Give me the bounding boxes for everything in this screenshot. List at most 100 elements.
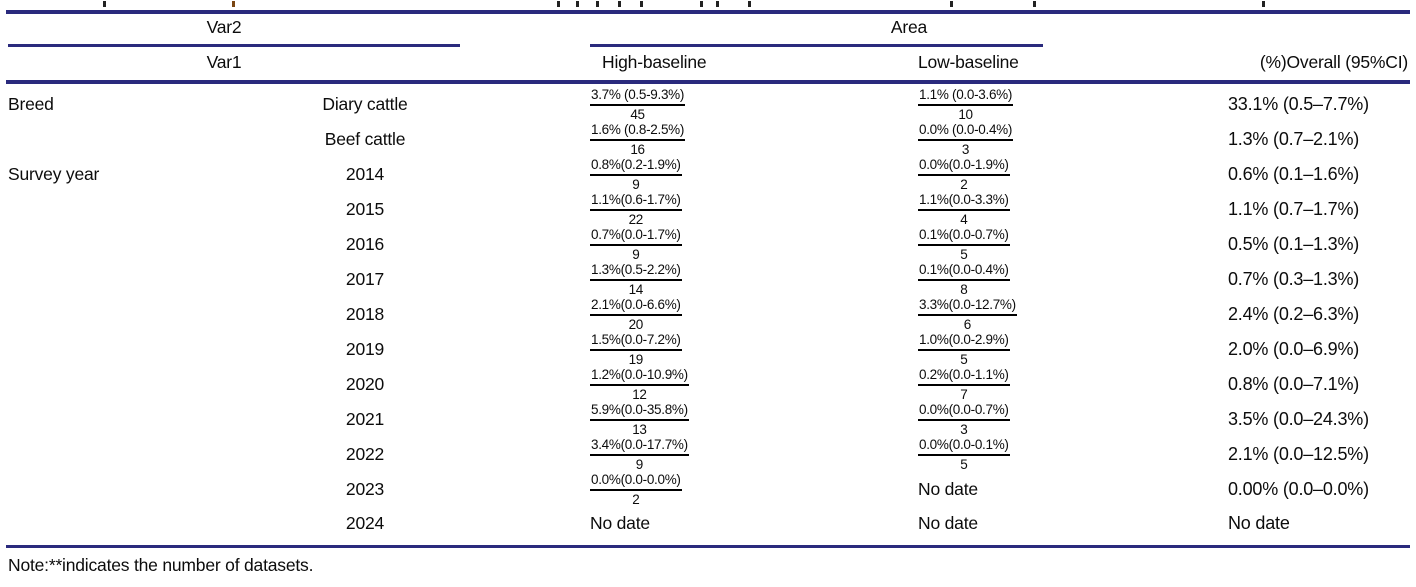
high-baseline-cell: 0.8%(0.2-1.9%) 9	[590, 156, 918, 192]
prevalence-fraction: 1.5%(0.0-7.2%) 19	[590, 332, 682, 367]
table-row: 2021 5.9%(0.0-35.8%) 13 0.0%(0.0-0.7%) 3 3.5%…	[8, 401, 1408, 437]
low-baseline-cell: 0.1%(0.0-0.7%) 5	[918, 226, 1228, 262]
high-baseline-cell: 0.0%(0.0-0.0%) 2	[590, 471, 918, 507]
fraction-numerator: 0.7%(0.0-1.7%)	[590, 227, 682, 246]
fraction-denominator: 9	[635, 456, 644, 472]
high-baseline-cell: 1.6% (0.8-2.5%) 16	[590, 121, 918, 157]
caption-glyph-mark	[748, 1, 751, 7]
low-baseline-cell: 0.2%(0.0-1.1%) 7	[918, 366, 1228, 402]
high-baseline-cell: 1.5%(0.0-7.2%) 19	[590, 331, 918, 367]
row-sub-label: 2019	[345, 338, 385, 359]
caption-glyph-mark	[232, 1, 235, 7]
row-sub-label: 2016	[345, 233, 385, 254]
fraction-numerator: 1.3%(0.5-2.2%)	[590, 262, 682, 281]
caption-glyph-mark	[1033, 1, 1036, 7]
area-group-underline	[590, 44, 1043, 47]
low-baseline-cell: No date	[918, 479, 1228, 500]
fraction-numerator: 3.3%(0.0-12.7%)	[918, 297, 1017, 316]
fraction-denominator: 4	[960, 211, 968, 227]
column-group-header-area: Area	[890, 17, 928, 37]
fraction-numerator: 3.4%(0.0-17.7%)	[590, 437, 689, 456]
fraction-numerator: 1.1% (0.0-3.6%)	[918, 87, 1014, 106]
fraction-numerator: 0.2%(0.0-1.1%)	[918, 367, 1010, 386]
table-row: 2020 1.2%(0.0-10.9%) 12 0.2%(0.0-1.1%) 7 0.8%…	[8, 366, 1408, 402]
row-sub-label: 2020	[345, 373, 385, 394]
fraction-numerator: 0.1%(0.0-0.7%)	[918, 227, 1010, 246]
table-row: 2019 1.5%(0.0-7.2%) 19 1.0%(0.0-2.9%) 5 2.0% …	[8, 331, 1408, 367]
caption-glyph-mark	[576, 1, 579, 7]
header-bottom-rule	[6, 80, 1410, 84]
prevalence-fraction: 0.0%(0.0-1.9%) 2	[918, 157, 1010, 192]
table-row: 2022 3.4%(0.0-17.7%) 9 0.0%(0.0-0.1%) 5 2.1% …	[8, 436, 1408, 472]
overall-cell: 0.00% (0.0–0.0%)	[1228, 478, 1369, 499]
prevalence-fraction: 0.1%(0.0-0.4%) 8	[918, 262, 1010, 297]
high-baseline-cell: 5.9%(0.0-35.8%) 13	[590, 401, 918, 437]
clipped-caption-fragment	[0, 0, 1416, 9]
fraction-denominator: 9	[632, 246, 640, 262]
overall-cell: 0.8% (0.0–7.1%)	[1228, 373, 1360, 394]
fraction-numerator: 5.9%(0.0-35.8%)	[590, 402, 689, 421]
fraction-numerator: 0.0%(0.0-0.7%)	[918, 402, 1010, 421]
fraction-numerator: 0.0%(0.0-0.0%)	[590, 472, 682, 491]
caption-glyph-mark	[103, 1, 106, 7]
prevalence-fraction: 3.7% (0.5-9.3%) 45	[590, 87, 686, 122]
table-body: Breed Diary cattle 3.7% (0.5-9.3%) 45 1.1% (…	[8, 86, 1408, 541]
high-baseline-cell: 2.1%(0.0-6.6%) 20	[590, 296, 918, 332]
row-sub-label: 2014	[345, 163, 385, 184]
caption-glyph-mark	[716, 1, 719, 7]
prevalence-fraction: 0.7%(0.0-1.7%) 9	[590, 227, 682, 262]
high-baseline-cell: 0.7%(0.0-1.7%) 9	[590, 226, 918, 262]
fraction-denominator: 8	[960, 281, 968, 297]
high-baseline-cell: 1.2%(0.0-10.9%) 12	[590, 366, 918, 402]
row-group-label: Breed	[8, 93, 54, 114]
prevalence-fraction: 1.6% (0.8-2.5%) 16	[590, 122, 686, 157]
column-group-header-var2: Var2	[206, 17, 242, 37]
low-baseline-cell: 0.0%(0.0-0.1%) 5	[918, 436, 1228, 472]
caption-glyph-mark	[596, 1, 599, 7]
fraction-denominator: 5	[960, 246, 968, 262]
row-sub-label: 2015	[345, 198, 385, 219]
fraction-denominator: 10	[958, 106, 973, 122]
low-baseline-cell: 1.0%(0.0-2.9%) 5	[918, 331, 1228, 367]
prevalence-fraction: 1.1%(0.0-3.3%) 4	[918, 192, 1010, 227]
overall-cell: 2.0% (0.0–6.9%)	[1228, 338, 1360, 359]
table-row: 2015 1.1%(0.6-1.7%) 22 1.1%(0.0-3.3%) 4 1.1% …	[8, 191, 1408, 227]
row-sub-label: 2018	[345, 303, 385, 324]
caption-glyph-mark	[618, 1, 621, 7]
overall-cell: No date	[1228, 513, 1290, 533]
high-baseline-cell: 1.3%(0.5-2.2%) 14	[590, 261, 918, 297]
high-baseline-cell: 3.4%(0.0-17.7%) 9	[590, 436, 918, 472]
row-sub-label: 2023	[345, 478, 385, 499]
prevalence-fraction: 3.4%(0.0-17.7%) 9	[590, 437, 689, 472]
fraction-numerator: 1.6% (0.8-2.5%)	[590, 122, 686, 141]
caption-glyph-mark	[950, 1, 953, 7]
prevalence-fraction: 0.0%(0.0-0.0%) 2	[590, 472, 682, 507]
low-baseline-cell: 0.0% (0.0-0.4%) 3	[918, 121, 1228, 157]
table-row: Beef cattle 1.6% (0.8-2.5%) 16 0.0% (0.0-0.…	[8, 121, 1408, 157]
fraction-numerator: 1.0%(0.0-2.9%)	[918, 332, 1010, 351]
fraction-numerator: 1.1%(0.0-3.3%)	[918, 192, 1010, 211]
fraction-numerator: 2.1%(0.0-6.6%)	[590, 297, 682, 316]
fraction-denominator: 5	[960, 351, 968, 367]
no-date-text: No date	[918, 513, 978, 533]
overall-cell: 1.3% (0.7–2.1%)	[1228, 128, 1360, 149]
overall-cell: 1.1% (0.7–1.7%)	[1228, 198, 1360, 219]
high-baseline-cell: 3.7% (0.5-9.3%) 45	[590, 86, 918, 122]
table-row: 2023 0.0%(0.0-0.0%) 2 No date 0.00% (0.0–0.0…	[8, 471, 1408, 507]
prevalence-fraction: 1.2%(0.0-10.9%) 12	[590, 367, 689, 402]
table-top-rule	[6, 10, 1410, 14]
prevalence-fraction: 1.1% (0.0-3.6%) 10	[918, 87, 1014, 122]
column-header-var1: Var1	[206, 52, 242, 72]
fraction-numerator: 0.0%(0.0-0.1%)	[918, 437, 1010, 456]
prevalence-fraction: 0.1%(0.0-0.7%) 5	[918, 227, 1010, 262]
caption-glyph-mark	[1262, 1, 1265, 7]
table-row: 2024 No date No date No date	[8, 506, 1408, 541]
column-header-high-baseline: High-baseline	[602, 52, 707, 72]
fraction-denominator: 19	[628, 351, 644, 367]
prevalence-fraction: 5.9%(0.0-35.8%) 13	[590, 402, 689, 437]
prevalence-fraction: 1.3%(0.5-2.2%) 14	[590, 262, 682, 297]
fraction-denominator: 16	[630, 141, 645, 157]
fraction-numerator: 0.0% (0.0-0.4%)	[918, 122, 1014, 141]
fraction-denominator: 3	[961, 141, 970, 157]
overall-cell: 0.7% (0.3–1.3%)	[1228, 268, 1360, 289]
